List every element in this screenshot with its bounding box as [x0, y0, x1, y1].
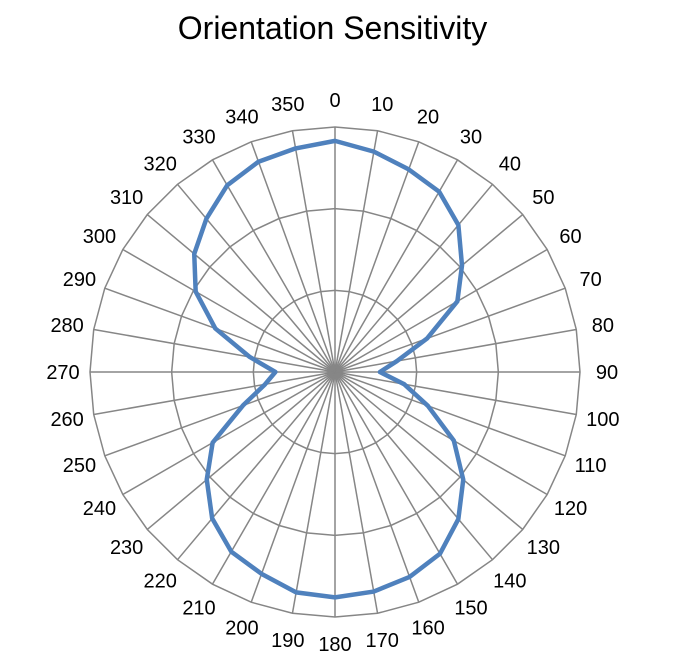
- axis-label: 90: [596, 362, 618, 384]
- grid-spoke: [334, 248, 548, 373]
- grid-spoke: [291, 371, 336, 614]
- axis-label: 210: [182, 598, 215, 620]
- axis-label: 290: [63, 269, 96, 291]
- grid-spoke: [334, 159, 459, 373]
- axis-label: 70: [579, 269, 601, 291]
- grid-spoke: [334, 287, 566, 373]
- grid-spoke: [93, 328, 336, 373]
- axis-label: 350: [271, 94, 304, 116]
- grid-spoke: [211, 159, 336, 373]
- grid-spoke: [334, 371, 459, 585]
- grid-spoke: [334, 371, 566, 457]
- axis-label: 110: [575, 455, 607, 477]
- grid-spoke: [250, 371, 336, 603]
- grid-spoke: [334, 213, 524, 373]
- grid-spoke: [122, 248, 336, 373]
- grid-spoke: [334, 183, 494, 373]
- chart-title: Orientation Sensitivity: [177, 10, 488, 46]
- axis-label: 130: [527, 537, 560, 559]
- grid-spoke: [334, 371, 420, 603]
- axis-label: 180: [318, 634, 351, 656]
- axis-label: 100: [586, 409, 619, 431]
- grid-spoke: [334, 371, 548, 496]
- axis-label: 80: [592, 315, 614, 337]
- axis-label: 250: [63, 455, 96, 477]
- grid-spoke: [122, 371, 336, 496]
- grid-spoke: [211, 371, 336, 585]
- axis-label: 340: [225, 106, 258, 128]
- axis-label: 150: [454, 598, 487, 620]
- axis-label: 320: [143, 154, 176, 176]
- axis-label: 260: [50, 409, 83, 431]
- axis-label: 60: [559, 226, 581, 248]
- grid-spoke: [104, 371, 336, 457]
- axis-label: 170: [366, 630, 399, 652]
- axis-label: 230: [110, 537, 143, 559]
- axis-label: 30: [460, 126, 482, 148]
- grid-spoke: [334, 328, 577, 373]
- grid-spoke: [176, 183, 336, 373]
- axis-label: 140: [493, 570, 526, 592]
- axis-label: 20: [417, 106, 439, 128]
- grid-spoke: [334, 130, 379, 373]
- axis-label: 0: [329, 90, 340, 112]
- axis-label: 270: [46, 362, 79, 384]
- axis-label: 300: [83, 226, 116, 248]
- grid-spoke: [146, 213, 336, 373]
- axis-label: 240: [83, 498, 116, 520]
- axis-label: 330: [182, 126, 215, 148]
- axis-label: 40: [499, 154, 521, 176]
- axis-label: 190: [271, 630, 304, 652]
- grid-spoke: [291, 130, 336, 373]
- grid-spoke: [334, 371, 524, 531]
- axis-label: 220: [143, 570, 176, 592]
- axis-label: 50: [532, 187, 554, 209]
- axis-label: 200: [225, 618, 258, 640]
- axis-label: 310: [110, 187, 143, 209]
- axis-label: 10: [371, 94, 393, 116]
- grid-spoke: [176, 371, 336, 561]
- axis-label: 120: [554, 498, 587, 520]
- grid-spoke: [334, 371, 494, 561]
- grid-spoke: [250, 141, 336, 373]
- grid-spoke: [146, 371, 336, 531]
- grid-spoke: [334, 371, 379, 614]
- axis-label: 160: [411, 618, 444, 640]
- grid-spoke: [93, 371, 336, 416]
- grid-spoke: [334, 371, 577, 416]
- grid-spoke: [334, 141, 420, 373]
- axis-label: 280: [50, 315, 83, 337]
